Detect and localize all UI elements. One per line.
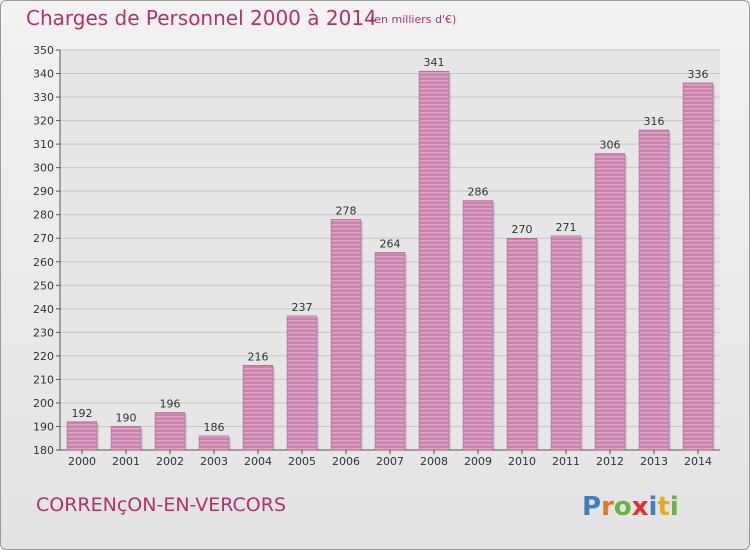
x-tick-label: 2008: [420, 455, 448, 468]
y-tick-label: 330: [33, 91, 54, 104]
x-tick-label: 2012: [596, 455, 624, 468]
bar-value-label: 190: [116, 411, 137, 424]
x-tick-label: 2005: [288, 455, 316, 468]
bar-value-label: 192: [72, 407, 93, 420]
bar: [550, 235, 582, 451]
y-tick-label: 300: [33, 162, 54, 175]
bar: [330, 219, 362, 451]
y-tick-label: 240: [33, 303, 54, 316]
bar: [682, 82, 714, 451]
bar: [110, 426, 142, 451]
bar-value-label: 264: [380, 237, 401, 250]
svg-text:Proxiti: Proxiti: [582, 492, 679, 522]
y-tick-label: 270: [33, 232, 54, 245]
y-tick-label: 260: [33, 256, 54, 269]
y-tick-label: 310: [33, 138, 54, 151]
bar: [506, 237, 538, 451]
proxiti-logo: Proxiti: [582, 492, 679, 522]
bar-value-label: 270: [512, 223, 533, 236]
y-tick-label: 180: [33, 444, 54, 457]
commune-name: CORRENçON-EN-VERCORS: [36, 494, 287, 516]
x-tick-label: 2013: [640, 455, 668, 468]
x-tick-label: 2009: [464, 455, 492, 468]
bar-value-label: 286: [468, 186, 489, 199]
bar-value-label: 186: [204, 421, 225, 434]
x-tick-label: 2003: [200, 455, 228, 468]
bar-value-label: 306: [600, 139, 621, 152]
bar-value-label: 271: [556, 221, 577, 234]
y-tick-label: 210: [33, 373, 54, 386]
chart-subtitle: (en milliers d'€): [370, 13, 457, 26]
bar-value-label: 278: [336, 204, 357, 217]
bar: [66, 421, 98, 451]
bar: [374, 252, 406, 451]
x-tick-label: 2007: [376, 455, 404, 468]
y-tick-label: 280: [33, 209, 54, 222]
x-tick-label: 2014: [684, 455, 712, 468]
y-tick-label: 230: [33, 326, 54, 339]
y-tick-label: 350: [33, 44, 54, 57]
x-tick-label: 2000: [68, 455, 96, 468]
chart-title: Charges de Personnel 2000 à 2014: [26, 6, 377, 30]
bar: [286, 315, 318, 451]
bar: [242, 365, 274, 451]
y-tick-label: 250: [33, 279, 54, 292]
bar-value-label: 316: [644, 115, 665, 128]
y-tick-label: 220: [33, 350, 54, 363]
x-tick-label: 2002: [156, 455, 184, 468]
y-tick-label: 290: [33, 185, 54, 198]
bar-value-label: 341: [424, 56, 445, 69]
bar-value-label: 237: [292, 301, 313, 314]
y-tick-label: 190: [33, 420, 54, 433]
x-tick-label: 2004: [244, 455, 272, 468]
bar: [154, 412, 186, 451]
bar-value-label: 336: [688, 68, 709, 81]
plot-area: 180 190 200 210 220 230 240 250 260 270 280 290 300 3…: [33, 44, 720, 468]
y-tick-label: 200: [33, 397, 54, 410]
bar: [418, 70, 450, 451]
bar: [594, 153, 626, 451]
y-tick-label: 340: [33, 68, 54, 81]
bar: [462, 200, 494, 451]
x-tick-label: 2006: [332, 455, 360, 468]
x-tick-label: 2010: [508, 455, 536, 468]
bar-value-label: 216: [248, 350, 269, 363]
bar: [638, 129, 670, 451]
x-tick-label: 2001: [112, 455, 140, 468]
bar: [198, 435, 230, 451]
bar-value-label: 196: [160, 397, 181, 410]
y-tick-label: 320: [33, 115, 54, 128]
x-tick-label: 2011: [552, 455, 580, 468]
